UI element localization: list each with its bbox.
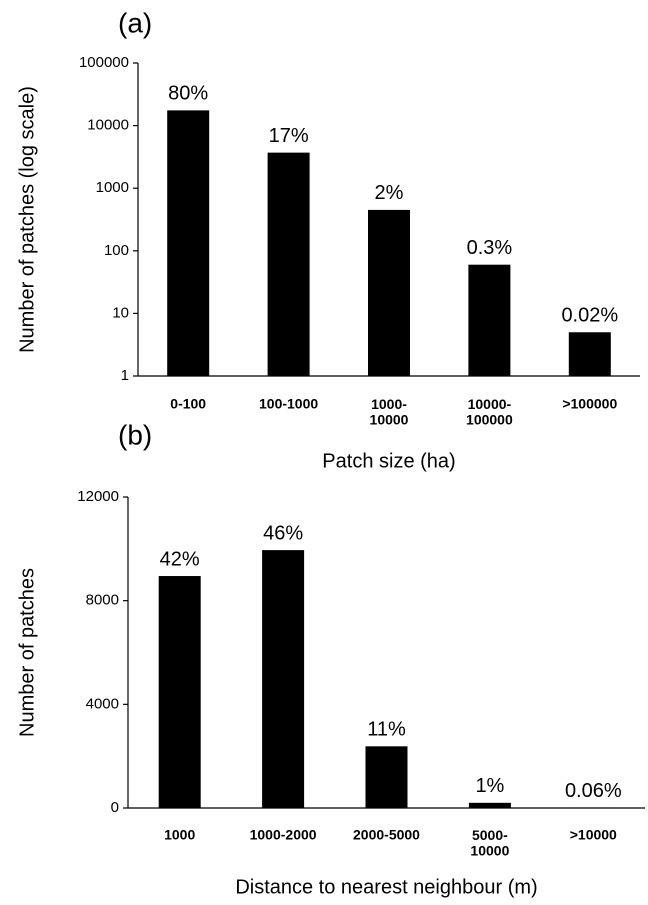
y-tick-label: 1	[121, 367, 129, 384]
panel-title: (b)	[118, 419, 152, 450]
percent-label: 42%	[160, 548, 200, 570]
x-tick-label: 1000-2000	[250, 827, 317, 843]
x-axis-label: Patch size (ha)	[322, 450, 455, 472]
x-axis-label: Distance to nearest neighbour (m)	[235, 876, 537, 898]
y-tick-label: 1000	[96, 179, 129, 196]
x-tick-label: 1000	[164, 827, 195, 843]
y-tick-label: 100	[104, 242, 129, 259]
percent-label: 46%	[263, 522, 303, 544]
bar	[568, 332, 611, 376]
y-tick-label: 4000	[86, 695, 119, 712]
percent-label: 2%	[375, 182, 404, 204]
bar	[368, 209, 410, 376]
bar	[572, 807, 615, 808]
y-tick-label: 12000	[77, 488, 119, 505]
bar	[167, 110, 210, 377]
bar	[468, 264, 511, 376]
percent-label: 0.06%	[565, 780, 622, 802]
percent-label: 0.3%	[467, 237, 513, 259]
y-axis-label: Number of patches (log scale)	[16, 86, 38, 353]
percent-label: 11%	[367, 719, 406, 741]
x-tick-label: 0-100	[170, 396, 206, 412]
y-tick-label: 0	[111, 799, 119, 816]
percent-label: 17%	[269, 125, 309, 147]
x-tick-label: >10000	[570, 827, 617, 843]
bar	[267, 152, 310, 376]
percent-label: 1%	[475, 775, 504, 797]
y-tick-label: 8000	[86, 592, 119, 609]
bar	[262, 550, 305, 808]
y-tick-label: 10000	[87, 117, 129, 134]
percent-label: 80%	[168, 83, 208, 105]
bar	[468, 802, 511, 808]
y-tick-label: 10	[112, 304, 129, 321]
panel-title: (a)	[118, 7, 152, 38]
x-tick-label: 1000-10000	[370, 396, 409, 427]
bar	[158, 576, 201, 808]
percent-label: 0.02%	[561, 305, 618, 327]
y-axis-label: Number of patches	[16, 568, 38, 737]
bar	[365, 746, 408, 808]
y-tick-label: 100000	[79, 54, 129, 71]
x-tick-label: 10000-100000	[466, 396, 513, 427]
x-tick-label: 100-1000	[259, 396, 318, 412]
x-tick-label: 5000-10000	[470, 827, 509, 858]
x-tick-label: 2000-5000	[353, 827, 420, 843]
x-tick-label: >100000	[562, 396, 617, 412]
